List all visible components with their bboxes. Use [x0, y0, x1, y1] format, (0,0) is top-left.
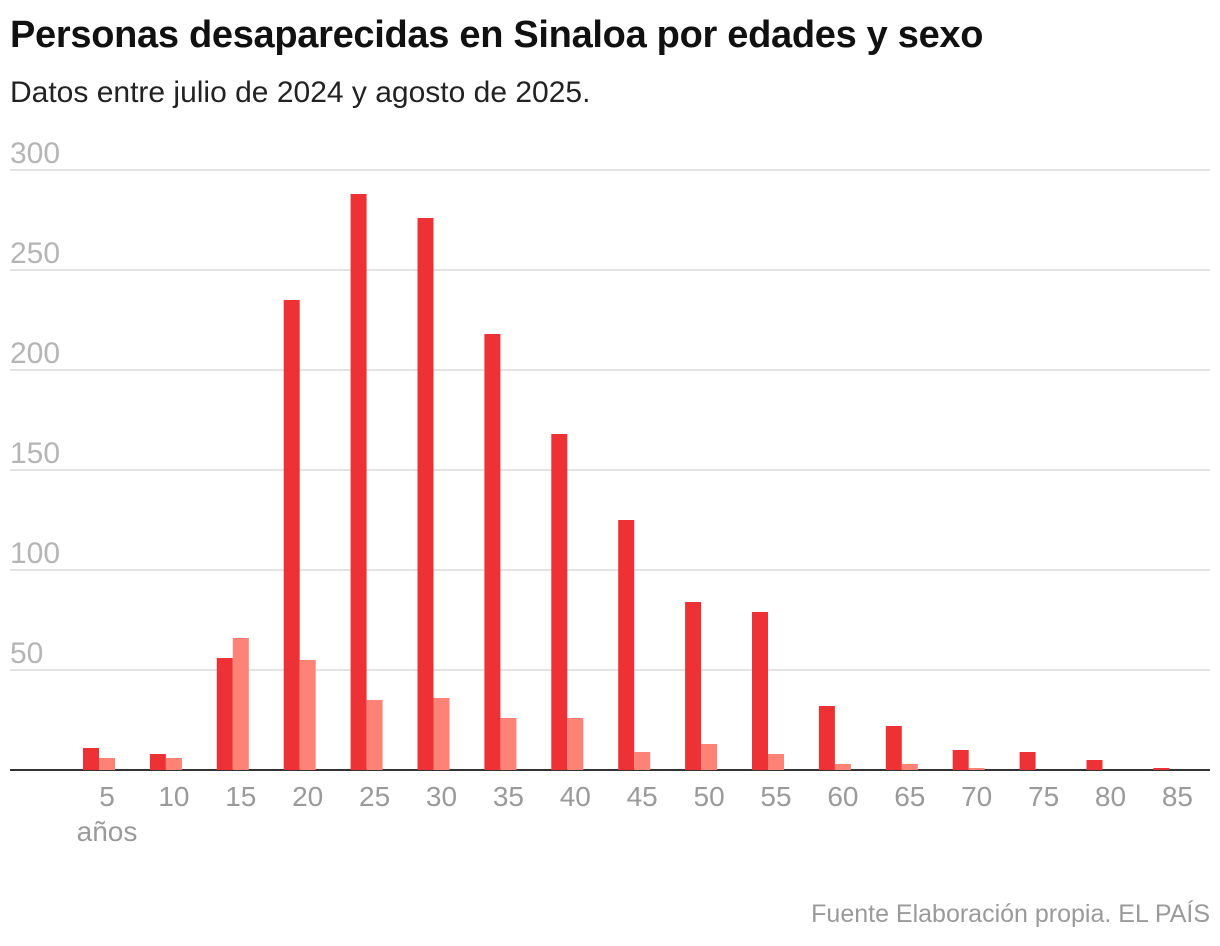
x-tick-label-85: 85: [1162, 781, 1193, 812]
x-tick-label-80: 80: [1095, 781, 1126, 812]
x-tick-label-20: 20: [292, 781, 323, 812]
y-axis-ticks: 50 100 150 200 250 300: [10, 137, 60, 670]
x-tick-label-15: 15: [225, 781, 256, 812]
x-tick-label-45: 45: [627, 781, 658, 812]
bar-series-b-5: [99, 758, 115, 770]
bar-series-a-85: [1153, 768, 1170, 770]
bar-series-b-45: [634, 752, 651, 770]
bar-series-a-5: [83, 748, 99, 770]
bar-series-b-10: [165, 758, 182, 770]
x-tick-label-30: 30: [426, 781, 457, 812]
bar-series-b-15: [232, 638, 249, 770]
bar-series-a-75: [1019, 752, 1036, 770]
bar-series-a-65: [885, 726, 902, 770]
bar-series-a-50: [685, 602, 702, 770]
bar-series-b-40: [567, 718, 584, 770]
bar-series-a-25: [350, 194, 367, 770]
bar-series-b-35: [500, 718, 517, 770]
source-credit: Fuente Elaboración propia. EL PAÍS: [811, 900, 1210, 928]
x-tick-label-60: 60: [827, 781, 858, 812]
x-tick-label-25: 25: [359, 781, 390, 812]
bar-series-b-30: [433, 698, 450, 770]
bar-series-a-60: [818, 706, 835, 770]
x-tick-label-35: 35: [493, 781, 524, 812]
bars: [83, 194, 1170, 770]
bar-series-a-20: [283, 300, 300, 770]
x-unit-label: años: [77, 816, 138, 847]
bar-series-b-65: [901, 764, 918, 770]
bar-series-a-35: [484, 334, 501, 770]
x-tick-label-50: 50: [694, 781, 725, 812]
chart-title: Personas desaparecidas en Sinaloa por ed…: [10, 14, 984, 56]
bar-series-a-45: [618, 520, 635, 770]
bar-series-a-70: [952, 750, 969, 770]
x-tick-label-10: 10: [158, 781, 189, 812]
x-tick-label-75: 75: [1028, 781, 1059, 812]
bar-series-a-15: [216, 658, 233, 770]
bar-series-a-10: [149, 754, 166, 770]
bar-series-a-30: [417, 218, 434, 770]
x-tick-label-65: 65: [894, 781, 925, 812]
y-tick-label-200: 200: [10, 337, 60, 370]
y-tick-label-50: 50: [10, 637, 43, 670]
y-tick-label-250: 250: [10, 237, 60, 270]
bar-series-b-60: [834, 764, 851, 770]
chart-subtitle: Datos entre julio de 2024 y agosto de 20…: [10, 76, 591, 109]
y-tick-label-300: 300: [10, 137, 60, 170]
bar-series-a-55: [752, 612, 768, 770]
x-axis-ticks: 5 10 15 20 25 30 35 40 45 50 55 60 65 70 75 80 85 años: [77, 781, 1193, 847]
x-tick-label-70: 70: [961, 781, 992, 812]
x-tick-label-40: 40: [560, 781, 591, 812]
bar-series-b-20: [299, 660, 316, 770]
bar-series-a-80: [1086, 760, 1103, 770]
bar-series-b-25: [366, 700, 383, 770]
bar-series-b-50: [701, 744, 718, 770]
x-tick-label-55: 55: [760, 781, 791, 812]
bar-series-a-40: [551, 434, 568, 770]
gridlines: [10, 169, 1210, 771]
bar-series-b-55: [768, 754, 784, 770]
bar-series-b-70: [968, 768, 985, 770]
x-tick-label-5: 5: [99, 781, 115, 812]
y-tick-label-150: 150: [10, 437, 60, 470]
y-tick-label-100: 100: [10, 537, 60, 570]
